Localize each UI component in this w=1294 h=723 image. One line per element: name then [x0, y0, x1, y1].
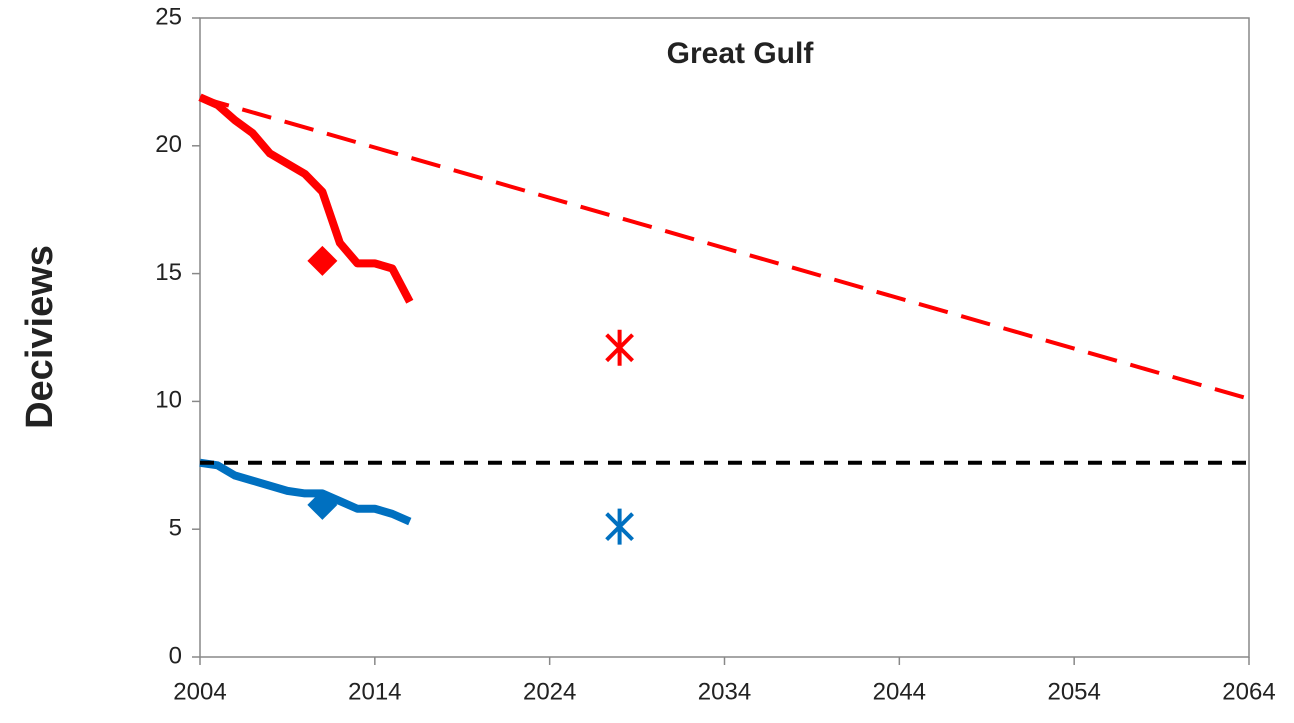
x-tick-label: 2024	[523, 678, 576, 705]
diamond-marker	[307, 489, 338, 520]
y-tick-label: 5	[169, 515, 182, 542]
y-tick-label: 25	[155, 3, 182, 30]
y-tick-label: 10	[155, 387, 182, 414]
x-tick-label: 2064	[1222, 678, 1275, 705]
plot-frame	[199, 17, 1250, 658]
y-tick-label: 15	[155, 259, 182, 286]
x-tick-label: 2054	[1047, 678, 1100, 705]
y-tick-label: 0	[169, 642, 182, 669]
chart-title: Great Gulf	[667, 37, 815, 70]
x-tick-label: 2004	[173, 678, 226, 705]
asterisk-marker	[605, 329, 634, 366]
x-tick-label: 2044	[873, 678, 926, 705]
asterisk-marker	[605, 508, 634, 545]
x-tick-label: 2034	[698, 678, 751, 705]
diamond-marker	[307, 245, 338, 276]
series-line	[199, 95, 1250, 401]
x-tick-label: 2014	[348, 678, 401, 705]
series-line	[198, 93, 414, 304]
y-axis-label: Deciviews	[19, 245, 61, 429]
series-line	[199, 458, 412, 526]
y-tick-label: 20	[155, 131, 182, 158]
